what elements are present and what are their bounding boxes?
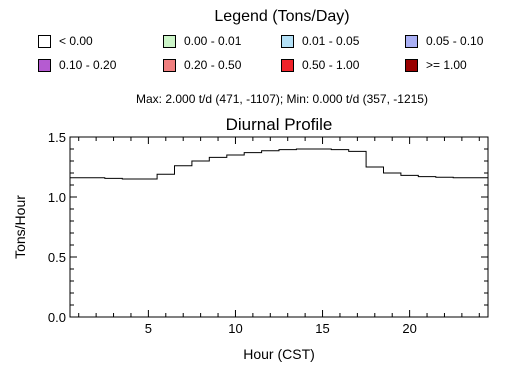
x-tick-label: 15 xyxy=(315,321,329,336)
min-max-summary: Max: 2.000 t/d (471, -1107); Min: 0.000 … xyxy=(136,92,428,106)
y-tick-label: 1.0 xyxy=(48,190,66,205)
x-axis-label: Hour (CST) xyxy=(243,346,315,362)
legend-label: 0.10 - 0.20 xyxy=(59,58,117,72)
legend-swatch xyxy=(405,34,418,48)
legend-swatch xyxy=(38,58,51,72)
legend: < 0.00 0.00 - 0.01 0.01 - 0.05 0.05 - 0.10 0… xyxy=(38,33,508,75)
legend-label: 0.05 - 0.10 xyxy=(426,34,484,48)
chart-title: Diurnal Profile xyxy=(226,115,333,134)
x-tick-label: 10 xyxy=(228,321,242,336)
legend-swatch xyxy=(281,34,294,48)
legend-swatch xyxy=(163,58,176,72)
legend-swatch xyxy=(163,34,176,48)
y-axis-label: Tons/Hour xyxy=(12,195,28,259)
legend-title: Legend (Tons/Day) xyxy=(214,8,350,25)
legend-item: 0.10 - 0.20 xyxy=(38,57,116,73)
profile-line xyxy=(70,148,488,180)
legend-item: 0.20 - 0.50 xyxy=(163,57,241,73)
x-tick-label: 20 xyxy=(402,321,416,336)
legend-item: 0.05 - 0.10 xyxy=(405,33,483,49)
legend-label: 0.20 - 0.50 xyxy=(184,58,242,72)
legend-label: < 0.00 xyxy=(59,34,93,48)
legend-item: 0.00 - 0.01 xyxy=(163,33,241,49)
x-tick-label: 5 xyxy=(145,321,152,336)
plot-frame xyxy=(69,136,489,318)
legend-item: 0.01 - 0.05 xyxy=(281,33,359,49)
legend-item: 0.50 - 1.00 xyxy=(281,57,359,73)
legend-swatch xyxy=(38,34,51,48)
legend-swatch xyxy=(281,58,294,72)
y-tick-label: 0.5 xyxy=(48,250,66,265)
legend-swatch xyxy=(405,58,418,72)
legend-item: < 0.00 xyxy=(38,33,93,49)
legend-label: 0.00 - 0.01 xyxy=(184,34,242,48)
y-tick-label: 1.5 xyxy=(48,130,66,145)
legend-label: 0.01 - 0.05 xyxy=(302,34,360,48)
legend-label: >= 1.00 xyxy=(426,58,467,72)
legend-item: >= 1.00 xyxy=(405,57,467,73)
legend-label: 0.50 - 1.00 xyxy=(302,58,360,72)
y-tick-label: 0.0 xyxy=(48,310,66,325)
